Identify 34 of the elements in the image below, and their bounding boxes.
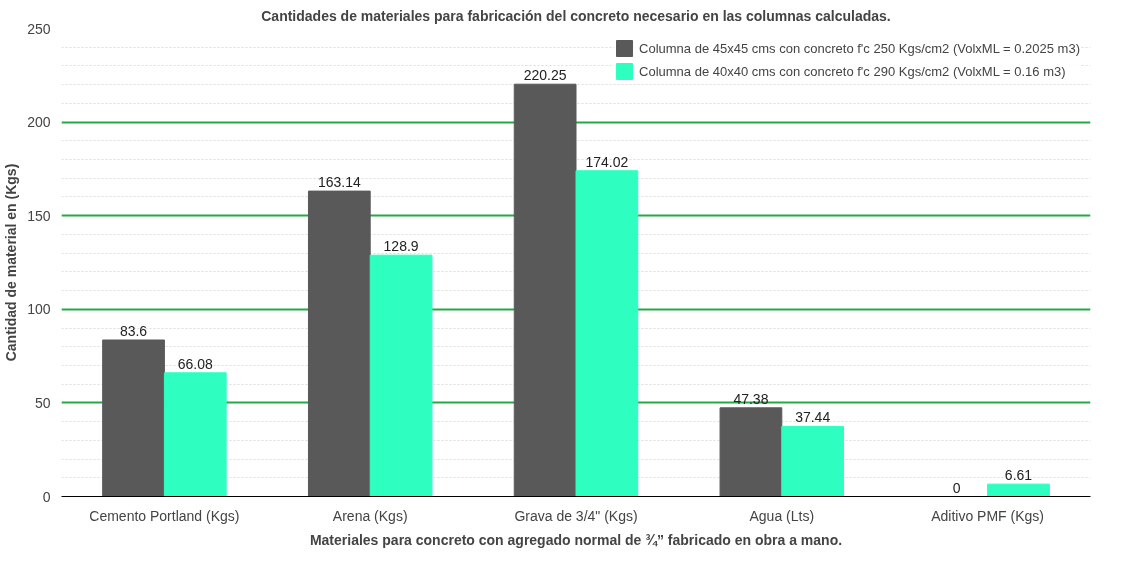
y-axis-title: Cantidad de material en (Kgs) [3, 163, 20, 362]
bar [719, 407, 783, 497]
y-tick-label: 150 [27, 207, 51, 224]
bar [369, 254, 433, 497]
data-label: 37.44 [795, 409, 831, 426]
y-tick-label: 200 [27, 114, 51, 131]
y-tick-label: 100 [27, 301, 51, 318]
bar [513, 83, 577, 497]
y-tick-label: 50 [34, 394, 51, 411]
data-label: 66.08 [177, 355, 213, 372]
legend-label: Columna de 45x45 cms con concreto f'c 250 Kgs/cm2 (VolxML = 0.2025 m3) [639, 40, 1080, 56]
x-tick-label: Agua (Lts) [749, 507, 815, 524]
y-tick-label: 0 [42, 488, 51, 505]
data-label: 174.02 [585, 153, 629, 170]
y-tick-label: 250 [27, 20, 51, 37]
bar [163, 372, 227, 497]
bar [781, 425, 845, 497]
data-label: 83.6 [119, 323, 148, 339]
x-tick-label: Aditivo PMF (Kgs) [931, 507, 1045, 524]
x-tick-label: Cemento Portland (Kgs) [89, 507, 240, 524]
data-label: 6.61 [1004, 467, 1033, 484]
x-axis-title: Materiales para concreto con agregado normal de ¾” fabricado en obra a mano. [309, 531, 843, 548]
data-label: 163.14 [317, 174, 361, 191]
data-label: 128.9 [383, 238, 419, 255]
bar [307, 190, 371, 497]
x-tick-label: Grava de 3/4" (Kgs) [514, 507, 638, 524]
chart-title: Cantidades de materiales para fabricación del concreto necesario en las columnas calculadas. [261, 7, 891, 24]
data-label: 0 [952, 479, 961, 496]
data-label: 220.25 [523, 67, 567, 84]
bar [987, 483, 1050, 497]
bar [102, 339, 165, 497]
legend-label: Columna de 40x40 cms con concreto f'c 290 Kgs/cm2 (VolxML = 0.16 m3) [639, 63, 1066, 79]
bar [575, 170, 639, 497]
x-tick-label: Arena (Kgs) [332, 507, 408, 524]
